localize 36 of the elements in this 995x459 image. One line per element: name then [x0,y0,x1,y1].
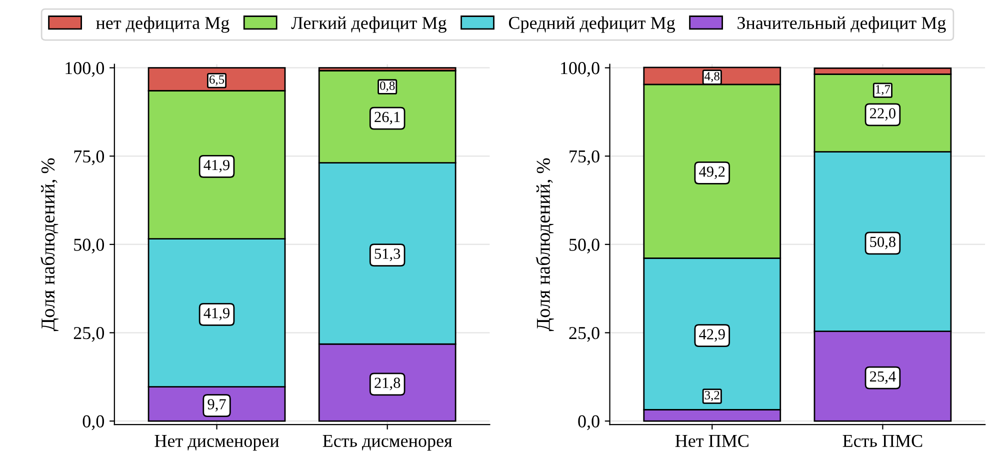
legend-label: нет дефицита Mg [96,16,230,33]
y-tick-label: 0,0 [578,415,600,430]
data-label: 51,3 [374,248,400,262]
data-label: 21,8 [374,378,400,390]
legend-label: Легкий дефицит Mg [291,16,446,33]
y-axis-title: Доля наблюдений, % [40,158,59,332]
y-tick-label: 50,0 [74,238,104,254]
data-label: 6,5 [209,75,224,86]
data-label: 1,7 [876,85,890,96]
data-label: 25,4 [870,371,896,384]
data-label: 9,7 [208,399,226,412]
x-tick-label: Нет ПМС [675,434,748,448]
y-tick-label: 25,0 [74,326,104,342]
x-tick-label: Есть ПМС [842,434,922,448]
data-label: 22,0 [870,108,896,121]
y-tick-label: 25,0 [569,326,600,342]
y-tick-label: 0,0 [82,415,104,430]
data-label: 49,2 [699,166,725,179]
y-tick-label: 50,0 [570,238,600,254]
legend-label: Значительный дефицит Mg [738,16,946,33]
x-tick-label: Есть дисменорея [322,435,452,451]
y-tick-label: 75,0 [74,150,104,166]
data-label: 26,1 [374,112,400,124]
y-axis-title: Доля наблюдений, % [536,158,554,332]
y-tick-label: 100,0 [561,62,600,77]
y-tick-label: 100,0 [66,62,104,77]
y-tick-label: 75,0 [570,150,600,166]
data-label: 3,2 [704,390,720,402]
data-label: 0,8 [380,81,395,92]
data-label: 42,9 [699,329,725,342]
x-tick-label: Нет дисменореи [154,435,279,451]
data-label: 4,8 [704,72,720,82]
data-label: 41,9 [204,308,230,320]
data-label: 50,8 [870,236,896,250]
data-label: 41,9 [204,160,230,172]
legend-label: Средний дефицит Mg [508,16,675,33]
